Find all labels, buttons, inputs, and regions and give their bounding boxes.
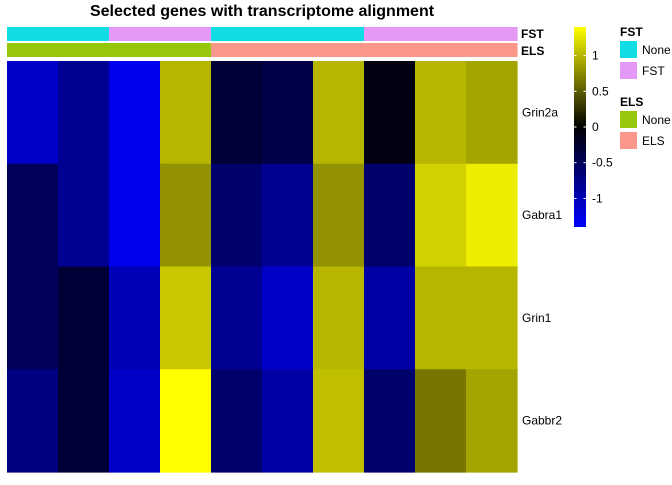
heatmap-cell-gabra1-5 bbox=[211, 163, 263, 268]
heatmap-cell-gabra1-7 bbox=[313, 163, 365, 268]
heatmap-cell-grin1-5 bbox=[211, 266, 263, 370]
heatmap-cell-grin2a-1 bbox=[7, 61, 59, 165]
color-scale-tick-label: -1 bbox=[592, 191, 603, 205]
row-label-grin2a: Grin2a bbox=[522, 105, 558, 119]
heatmap-cell-gabbr2-7 bbox=[313, 369, 365, 473]
heatmap-cell-gabra1-1 bbox=[7, 163, 59, 268]
annotation-legends: FST None FST ELS None ELS bbox=[620, 25, 671, 149]
annotation-cell-els-8 bbox=[364, 43, 416, 57]
annotation-cell-fst-7 bbox=[313, 27, 365, 41]
heatmap-cell-grin1-9 bbox=[415, 266, 467, 370]
annotation-cell-els-1 bbox=[7, 43, 59, 57]
heatmap-cell-grin2a-7 bbox=[313, 61, 365, 165]
heatmap-cell-gabbr2-6 bbox=[262, 369, 314, 473]
annotation-cell-fst-8 bbox=[364, 27, 416, 41]
annotation-cell-fst-6 bbox=[262, 27, 314, 41]
legend-label-fst-none: None bbox=[642, 43, 671, 57]
heatmap-cell-gabbr2-8 bbox=[364, 369, 416, 473]
heatmap-cell-grin1-7 bbox=[313, 266, 365, 370]
heatmap-cell-gabbr2-9 bbox=[415, 369, 467, 473]
legend-title-fst: FST bbox=[620, 25, 643, 39]
annotation-cell-fst-2 bbox=[58, 27, 110, 41]
heatmap-cell-grin1-2 bbox=[58, 266, 110, 370]
row-label-gabra1: Gabra1 bbox=[522, 208, 562, 222]
heatmap-cell-grin2a-6 bbox=[262, 61, 314, 165]
heatmap-cell-grin1-6 bbox=[262, 266, 314, 370]
annotation-cell-fst-9 bbox=[415, 27, 467, 41]
annotation-cell-els-2 bbox=[58, 43, 110, 57]
legend-label-els-els: ELS bbox=[642, 134, 665, 148]
color-scale-tick-label: -0.5 bbox=[592, 156, 613, 170]
heatmap-cell-grin2a-9 bbox=[415, 61, 467, 165]
heatmap-cell-grin2a-10 bbox=[466, 61, 518, 165]
annotation-cell-els-5 bbox=[211, 43, 263, 57]
heatmap-cell-grin2a-3 bbox=[109, 61, 161, 165]
color-scale-tick-label: 1 bbox=[592, 49, 599, 63]
heatmap-cell-gabbr2-10 bbox=[466, 369, 518, 473]
heatmap-cell-gabbr2-5 bbox=[211, 369, 263, 473]
annotation-cell-els-10 bbox=[466, 43, 518, 57]
chart-title: Selected genes with transcriptome alignm… bbox=[90, 3, 435, 20]
annotation-cell-els-9 bbox=[415, 43, 467, 57]
column-annotation-bars bbox=[7, 27, 518, 57]
annotation-cell-fst-4 bbox=[160, 27, 212, 41]
legend-label-els-none: None bbox=[642, 113, 671, 127]
annotation-cell-els-6 bbox=[262, 43, 314, 57]
annotation-cell-fst-10 bbox=[466, 27, 518, 41]
heatmap-cell-grin2a-5 bbox=[211, 61, 263, 165]
annotation-label-els: ELS bbox=[521, 44, 544, 58]
legend-key-fst-none bbox=[620, 41, 637, 58]
heatmap-cell-gabra1-8 bbox=[364, 163, 416, 268]
row-label-gabbr2: Gabbr2 bbox=[522, 414, 562, 428]
heatmap-cell-gabra1-2 bbox=[58, 163, 110, 268]
annotation-cell-els-3 bbox=[109, 43, 161, 57]
heatmap-cell-grin1-3 bbox=[109, 266, 161, 370]
color-scale-legend: 1 0.5 0 -0.5 -1 bbox=[574, 27, 613, 227]
heatmap-cell-grin1-1 bbox=[7, 266, 59, 370]
heatmap-cell-grin2a-4 bbox=[160, 61, 212, 165]
heatmap-cell-gabra1-9 bbox=[415, 163, 467, 268]
legend-label-fst-fst: FST bbox=[642, 64, 665, 78]
heatmap-cell-gabbr2-1 bbox=[7, 369, 59, 473]
heatmap-cell-grin1-10 bbox=[466, 266, 518, 370]
color-scale-tick-label: 0 bbox=[592, 120, 599, 134]
heatmap-cell-gabbr2-2 bbox=[58, 369, 110, 473]
color-scale-tick-label: 0.5 bbox=[592, 84, 609, 98]
annotation-cell-fst-1 bbox=[7, 27, 59, 41]
heatmap-cell-gabra1-3 bbox=[109, 163, 161, 268]
heatmap-cell-gabbr2-3 bbox=[109, 369, 161, 473]
annotation-cell-fst-3 bbox=[109, 27, 161, 41]
annotation-label-fst: FST bbox=[521, 27, 544, 41]
heatmap-cell-gabbr2-4 bbox=[160, 369, 212, 473]
heatmap-cell-grin1-8 bbox=[364, 266, 416, 370]
annotation-cell-fst-5 bbox=[211, 27, 263, 41]
heatmap-cell-grin2a-2 bbox=[58, 61, 110, 165]
heatmap-cells bbox=[7, 61, 518, 473]
row-label-grin1: Grin1 bbox=[522, 311, 552, 325]
heatmap-cell-gabra1-6 bbox=[262, 163, 314, 268]
legend-key-fst-fst bbox=[620, 62, 637, 79]
heatmap-cell-gabra1-4 bbox=[160, 163, 212, 268]
heatmap-cell-gabra1-10 bbox=[466, 163, 518, 268]
legend-title-els: ELS bbox=[620, 95, 643, 109]
heatmap-cell-grin2a-8 bbox=[364, 61, 416, 165]
annotation-cell-els-7 bbox=[313, 43, 365, 57]
row-labels: Grin2a Gabra1 Grin1 Gabbr2 bbox=[522, 105, 562, 427]
annotation-cell-els-4 bbox=[160, 43, 212, 57]
legend-key-els-els bbox=[620, 132, 637, 149]
legend-key-els-none bbox=[620, 111, 637, 128]
color-scale-bar bbox=[574, 27, 586, 227]
heatmap-cell-grin1-4 bbox=[160, 266, 212, 370]
